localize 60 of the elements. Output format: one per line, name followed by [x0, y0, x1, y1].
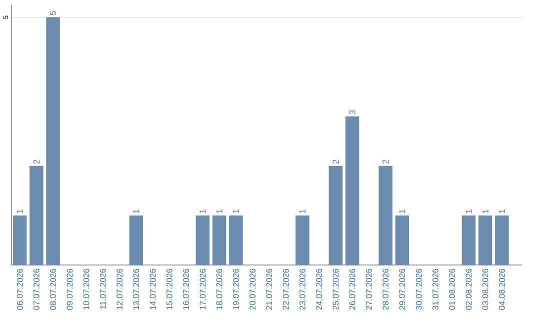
x-tick-label: 26.07.2026	[349, 268, 356, 310]
data-label: 2	[382, 160, 389, 164]
x-tick-label: 06.07.2026	[16, 268, 23, 310]
x-tick-label: 12.07.2026	[116, 268, 122, 310]
x-tick-label: 13.07.2026	[133, 268, 140, 310]
x-tick-label: 16.07.2026	[183, 268, 189, 310]
x-tick-label: 11.07.2026	[100, 268, 106, 309]
data-label: 3	[349, 110, 356, 115]
data-label: 1	[16, 209, 23, 214]
x-tick-label: 22.07.2026	[282, 268, 289, 310]
x-tick-label: 28.07.2026	[382, 268, 388, 310]
data-label: 2	[332, 160, 339, 164]
bar	[462, 216, 476, 266]
bar	[196, 216, 210, 266]
bar	[345, 116, 360, 266]
x-tick-label: 20.07.2026	[250, 268, 256, 310]
bar	[12, 216, 27, 266]
data-label: 2	[33, 160, 40, 164]
bar	[30, 166, 44, 266]
x-tick-label: 15.07.2026	[166, 268, 172, 310]
bar	[395, 216, 410, 266]
x-tick-label: 21.07.2026	[266, 268, 272, 310]
x-tick-label: 24.07.2026	[316, 268, 322, 310]
x-tick-label: 01.08.2026	[449, 268, 455, 310]
bar	[378, 166, 392, 266]
bar	[46, 17, 60, 266]
bar	[495, 216, 509, 266]
x-tick-label: 17.07.2026	[200, 268, 206, 310]
data-label: 1	[399, 209, 406, 214]
x-tick-label: 23.07.2026	[299, 268, 306, 310]
data-label: 1	[498, 209, 505, 214]
x-tick-label: 03.08.2026	[482, 268, 488, 310]
x-tick-label: 08.07.2026	[50, 268, 56, 310]
x-tick-label: 18.07.2026	[216, 268, 222, 310]
bar	[296, 216, 310, 266]
data-label: 1	[200, 209, 206, 214]
x-tick-label: 30.07.2026	[416, 268, 422, 310]
bar	[212, 216, 226, 266]
data-label: 1	[216, 209, 222, 214]
x-tick-label: 02.08.2026	[466, 268, 472, 310]
bar	[478, 216, 492, 266]
x-tick-label: 09.07.2026	[66, 268, 73, 310]
x-tick-label: 19.07.2026	[232, 268, 239, 310]
data-label: 1	[482, 209, 488, 214]
bar	[129, 216, 144, 266]
data-label: 1	[232, 209, 239, 214]
x-tick-label: 14.07.2026	[150, 268, 156, 310]
data-label: 1	[299, 209, 306, 214]
x-tick-label: 27.07.2026	[366, 268, 372, 310]
x-tick-label: 25.07.2026	[332, 268, 339, 310]
data-label: 1	[466, 209, 472, 214]
x-tick-label: 04.08.2026	[498, 268, 505, 310]
data-label: 1	[133, 209, 140, 214]
x-tick-label: 29.07.2026	[399, 268, 406, 310]
x-tick-label: 31.07.2026	[432, 268, 438, 310]
x-tick-label: 07.07.2026	[33, 268, 40, 310]
x-tick-label: 10.07.2026	[83, 268, 90, 310]
data-label: 5	[50, 11, 56, 16]
bar	[328, 166, 343, 266]
bar	[229, 216, 243, 266]
